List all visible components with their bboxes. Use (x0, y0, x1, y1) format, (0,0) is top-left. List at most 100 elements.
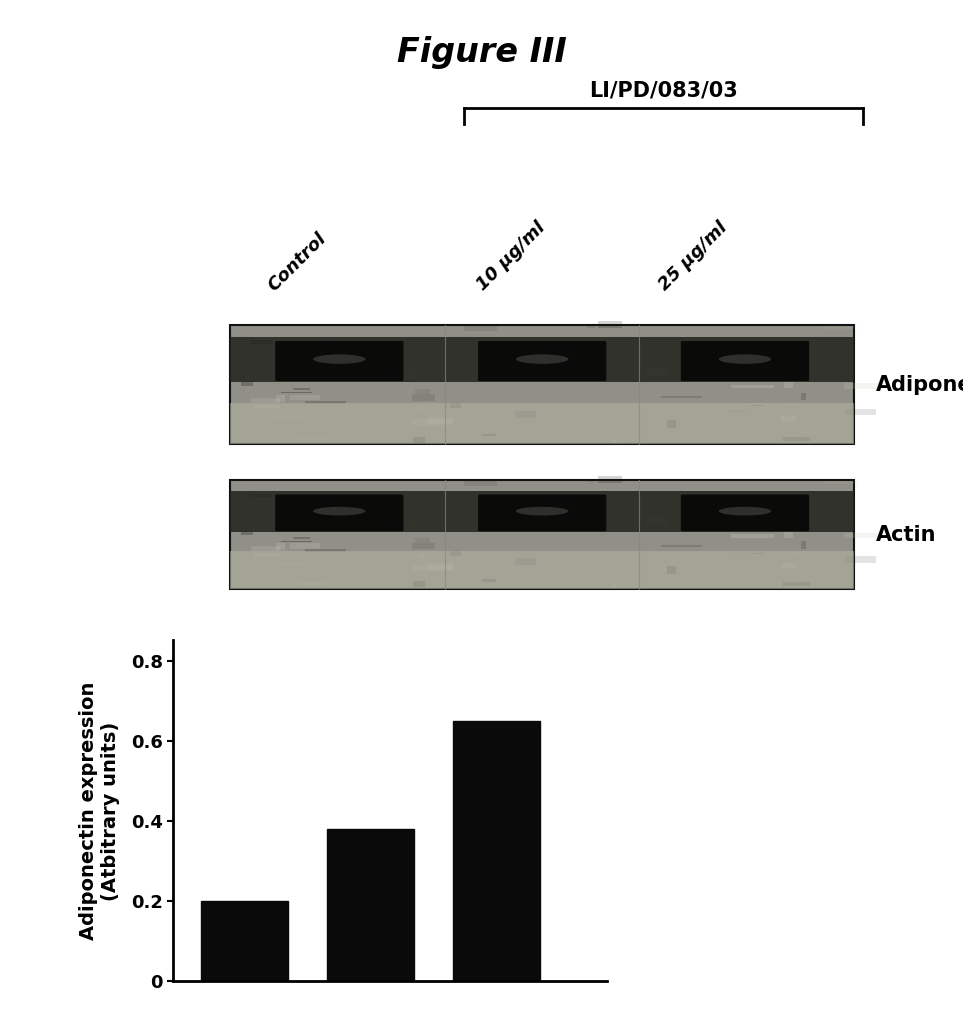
Bar (317, 521, 343, 524)
Bar (360, 528, 392, 530)
Bar (392, 361, 408, 366)
Text: 10 μg/ml: 10 μg/ml (473, 219, 548, 294)
Bar (482, 580, 496, 582)
FancyBboxPatch shape (478, 495, 607, 531)
Bar (415, 538, 429, 543)
Bar (612, 584, 617, 588)
Bar (543, 344, 573, 349)
Bar (696, 523, 724, 530)
Bar (784, 582, 810, 586)
Bar (553, 511, 574, 518)
Bar (731, 384, 774, 388)
Bar (662, 544, 702, 546)
Bar (280, 541, 312, 542)
Bar (412, 395, 434, 401)
Bar (778, 503, 809, 508)
Bar (662, 397, 702, 399)
Bar (276, 543, 285, 550)
Ellipse shape (313, 354, 366, 364)
Bar (413, 437, 426, 442)
Bar (844, 383, 881, 388)
Bar (784, 382, 793, 388)
Bar (290, 395, 320, 400)
Bar (230, 325, 854, 444)
Bar (801, 541, 806, 549)
Ellipse shape (516, 354, 568, 364)
Bar (836, 496, 848, 499)
Bar (280, 392, 312, 394)
Bar (415, 389, 429, 395)
Bar (413, 582, 426, 588)
Bar (230, 492, 854, 532)
Bar (411, 418, 452, 425)
Bar (250, 545, 280, 552)
Bar (201, 901, 288, 981)
Bar (298, 437, 326, 440)
Bar (543, 497, 573, 502)
Bar (365, 369, 373, 370)
Bar (726, 410, 748, 412)
Bar (598, 321, 621, 327)
Bar (242, 382, 252, 385)
Text: Actin: Actin (876, 525, 936, 544)
Bar (293, 387, 310, 389)
Bar (822, 481, 858, 484)
Text: Figure III: Figure III (397, 36, 566, 69)
Bar (330, 374, 362, 379)
Bar (836, 343, 848, 345)
Bar (822, 326, 858, 330)
Bar (365, 520, 373, 522)
Bar (298, 583, 326, 586)
Bar (230, 337, 854, 382)
Y-axis label: Adiponectin expression
(Atbitrary units): Adiponectin expression (Atbitrary units) (79, 682, 119, 940)
Bar (380, 508, 408, 514)
FancyBboxPatch shape (478, 341, 607, 381)
Bar (428, 563, 454, 570)
Bar (305, 401, 346, 404)
Bar (598, 475, 621, 482)
Bar (276, 395, 285, 402)
Bar (696, 373, 724, 380)
Bar (386, 524, 419, 529)
Bar (846, 409, 875, 415)
Bar (318, 341, 325, 349)
Bar (515, 411, 535, 418)
Bar (380, 356, 408, 363)
Bar (230, 551, 854, 589)
Bar (784, 503, 813, 504)
Bar (450, 403, 461, 408)
Ellipse shape (313, 507, 366, 515)
Bar (801, 393, 806, 400)
Bar (250, 398, 280, 403)
Text: Control: Control (265, 229, 330, 294)
Bar (731, 534, 774, 538)
Bar (377, 555, 383, 561)
Bar (544, 373, 567, 376)
Bar (577, 379, 590, 381)
Bar (648, 519, 666, 526)
Bar (412, 542, 434, 550)
Bar (521, 375, 536, 380)
Text: Adiponectin: Adiponectin (876, 375, 963, 395)
Bar (418, 553, 424, 558)
Text: 25 μg/ml: 25 μg/ml (655, 219, 730, 294)
Bar (587, 479, 594, 482)
Bar (274, 563, 304, 566)
Bar (368, 356, 403, 359)
Bar (274, 416, 304, 419)
Bar (230, 480, 854, 589)
FancyBboxPatch shape (275, 341, 403, 381)
Bar (360, 377, 392, 380)
Bar (640, 373, 648, 377)
Bar (515, 558, 535, 565)
Bar (464, 480, 497, 486)
Bar (666, 566, 676, 573)
Bar (418, 405, 424, 410)
Ellipse shape (718, 354, 771, 364)
Bar (784, 437, 810, 441)
Text: LI/PD/083/03: LI/PD/083/03 (589, 81, 738, 100)
Bar (784, 350, 813, 351)
Bar (784, 532, 793, 537)
Bar (612, 439, 617, 443)
Bar (411, 565, 452, 571)
